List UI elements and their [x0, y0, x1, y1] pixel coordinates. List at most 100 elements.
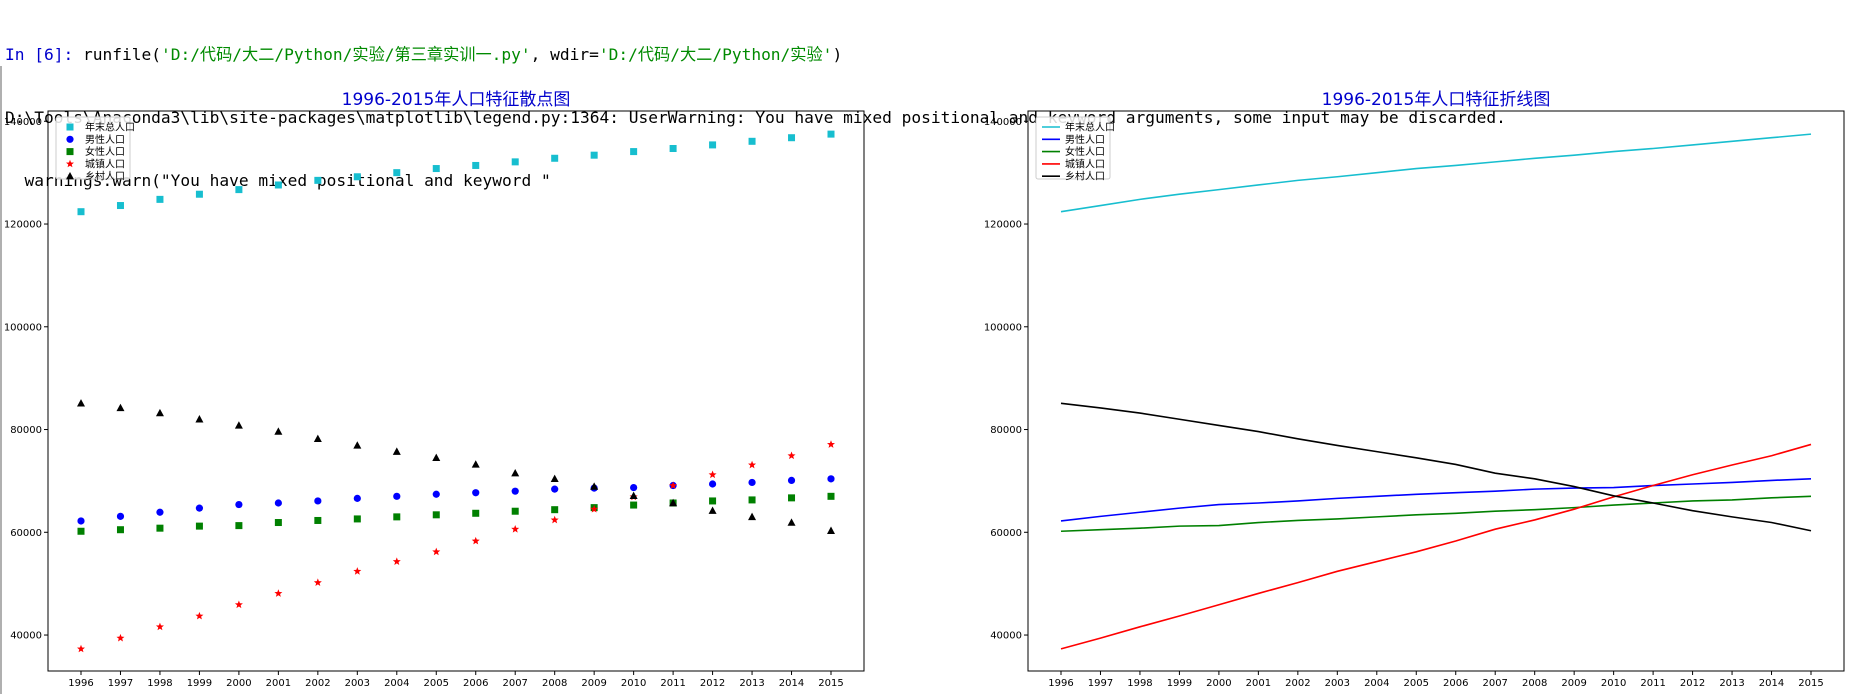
scatter-series-male-population-point	[787, 476, 796, 484]
scatter-series-urban-population-point	[195, 611, 204, 620]
scatter-plot-frame	[47, 110, 865, 672]
scatter-series-urban-population-point	[274, 589, 283, 597]
scatter-series-total-population-point	[709, 141, 717, 149]
cell-margin-bar	[0, 66, 2, 694]
scatter-series-urban-population-point	[116, 633, 125, 642]
line-x-tick-label: 2003	[1325, 678, 1350, 689]
scatter-series-urban-population-point	[471, 536, 480, 545]
scatter-series-total-population-point	[195, 190, 203, 198]
scatter-series-total-population-point	[77, 208, 85, 216]
line-series-rural-population-line	[1060, 402, 1812, 532]
scatter-series-urban-population-point	[392, 557, 401, 565]
line-x-tick-label: 2013	[1719, 678, 1744, 689]
scatter-series-urban-population-point	[353, 567, 362, 575]
scatter-series-urban-population-point	[155, 622, 164, 631]
scatter-x-tick-label: 2000	[226, 678, 251, 689]
scatter-series-urban-population-point	[787, 451, 796, 460]
scatter-legend-swatch-male-population	[66, 135, 74, 143]
scatter-series-male-population-point	[827, 475, 835, 483]
scatter-x-tick-label: 2005	[424, 678, 449, 689]
scatter-series-female-population-point	[77, 527, 85, 535]
scatter-series-female-population-point	[314, 516, 322, 524]
scatter-x-tick-label: 1997	[108, 678, 133, 689]
line-y-tick-label: 60000	[990, 528, 1022, 539]
scatter-series-urban-population-point	[234, 600, 243, 609]
scatter-x-tick-label: 2014	[779, 678, 804, 689]
scatter-series-rural-population-point	[353, 441, 362, 449]
scatter-series-female-population-point	[551, 506, 559, 514]
scatter-series-rural-population-point	[392, 447, 401, 455]
scatter-legend-swatch-total-population	[66, 123, 74, 131]
line-series-urban-population-line	[1060, 443, 1812, 650]
scatter-x-tick-label: 2001	[266, 678, 291, 689]
scatter-series-male-population-point	[708, 480, 717, 488]
scatter-title: 1996-2015年人口特征散点图	[342, 90, 571, 110]
line-y-tick-label: 80000	[990, 425, 1022, 436]
scatter-series-rural-population-point	[629, 491, 638, 500]
scatter-series-total-population-point	[630, 148, 638, 156]
scatter-series-male-population-point	[235, 500, 243, 509]
scatter-y-tick-label: 80000	[10, 425, 42, 436]
scatter-series-rural-population-point	[155, 408, 164, 417]
scatter-series-rural-population-point	[313, 434, 322, 442]
line-title: 1996-2015年人口特征折线图	[1322, 90, 1551, 110]
scatter-legend-swatch-urban-population	[66, 159, 74, 168]
scatter-series-male-population-point	[195, 504, 204, 512]
scatter-series-rural-population-point	[195, 415, 204, 423]
scatter-series-urban-population-point	[511, 525, 520, 533]
scatter-series-rural-population-point	[274, 427, 283, 435]
scatter-series-urban-population-point	[708, 470, 717, 479]
line-x-tick-label: 2010	[1601, 678, 1626, 689]
runfile-wdir-keyword: , wdir=	[530, 45, 599, 64]
scatter-series-female-population-point	[788, 494, 796, 502]
line-x-tick-label: 2001	[1246, 678, 1271, 689]
scatter-series-male-population-point	[314, 497, 322, 505]
scatter-legend-label-male-population: 男性人口	[85, 133, 125, 146]
line-x-tick-label: 2014	[1759, 678, 1784, 689]
scatter-x-tick-label: 1996	[68, 678, 93, 689]
line-y-tick-label: 40000	[990, 631, 1022, 642]
scatter-series-male-population-point	[511, 487, 519, 495]
scatter-series-total-population-point	[353, 173, 361, 181]
scatter-series-female-population-point	[353, 515, 361, 523]
scatter-series-rural-population-point	[748, 512, 757, 521]
scatter-y-tick-label: 120000	[4, 220, 42, 231]
line-x-tick-label: 1999	[1167, 678, 1192, 689]
scatter-series-total-population-point	[314, 176, 322, 184]
line-legend-label-male-population: 男性人口	[1065, 133, 1105, 146]
scatter-series-male-population-point	[274, 499, 282, 507]
scatter-series-male-population-point	[432, 490, 440, 498]
scatter-x-tick-label: 2010	[621, 678, 646, 689]
scatter-series-total-population-point	[748, 137, 756, 145]
scatter-series-urban-population-point	[827, 440, 835, 448]
scatter-series-rural-population-point	[234, 421, 243, 429]
scatter-series-female-population-point	[630, 501, 638, 509]
scatter-series-rural-population-point	[708, 506, 717, 514]
scatter-series-male-population-point	[116, 512, 125, 520]
scatter-y-tick-label: 140000	[4, 117, 42, 128]
line-x-tick-label: 2012	[1680, 678, 1705, 689]
scatter-series-total-population-point	[432, 165, 440, 173]
line-x-tick-label: 1996	[1048, 678, 1073, 689]
scatter-legend-label-total-population: 年末总人口	[85, 121, 135, 134]
scatter-series-male-population-point	[748, 478, 756, 487]
runfile-call-start: runfile(	[73, 45, 161, 64]
scatter-series-male-population-point	[156, 508, 164, 516]
scatter-x-tick-label: 2013	[739, 678, 764, 689]
scatter-series-rural-population-point	[669, 498, 678, 507]
console-output: In [6]: runfile('D:/代码/大二/Python/实验/第三章实…	[5, 2, 1506, 212]
scatter-legend	[55, 116, 131, 180]
line-x-tick-label: 2008	[1522, 678, 1547, 689]
line-x-tick-label: 1997	[1088, 678, 1113, 689]
scatter-series-female-population-point	[709, 497, 717, 505]
runfile-path-arg: 'D:/代码/大二/Python/实验/第三章实训一.py'	[160, 45, 531, 64]
line-x-tick-label: 1998	[1127, 678, 1152, 689]
scatter-series-female-population-point	[827, 492, 835, 500]
scatter-legend-label-urban-population: 城镇人口	[85, 157, 125, 170]
scatter-series-total-population-point	[511, 158, 519, 166]
scatter-series-urban-population-point	[590, 504, 599, 513]
line-y-tick-label: 140000	[984, 117, 1022, 128]
scatter-series-male-population-point	[630, 483, 638, 492]
scatter-series-rural-population-point	[827, 526, 835, 534]
runfile-call-end: )	[832, 45, 843, 64]
